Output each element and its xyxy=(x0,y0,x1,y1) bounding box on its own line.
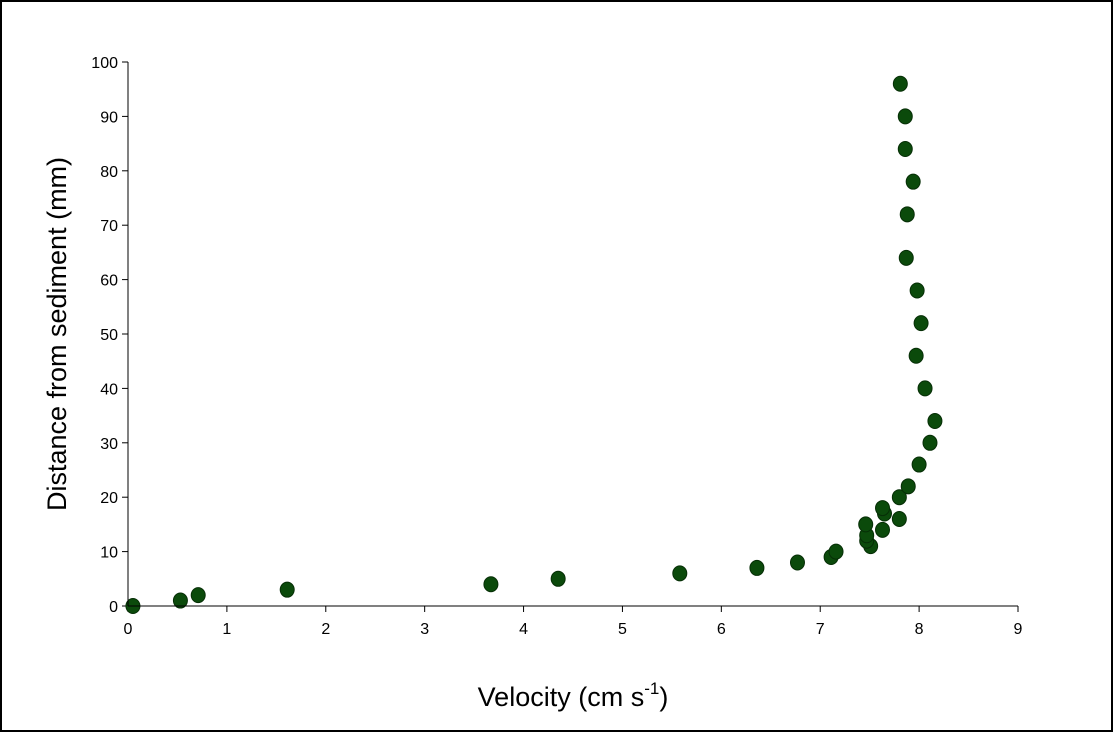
data-point xyxy=(922,434,938,451)
y-tick-label: 20 xyxy=(100,490,118,507)
data-point xyxy=(911,456,927,473)
data-point xyxy=(789,554,805,571)
data-point xyxy=(172,592,188,609)
x-axis-title-suffix: ) xyxy=(659,682,668,712)
y-tick-label: 40 xyxy=(100,381,118,398)
data-point xyxy=(897,141,913,158)
y-axis-title: Distance from sediment (mm) xyxy=(42,157,72,511)
x-tick-label: 5 xyxy=(618,621,627,638)
data-point xyxy=(917,380,933,397)
data-point xyxy=(891,510,907,527)
data-point xyxy=(927,413,943,430)
y-tick-label: 80 xyxy=(100,164,118,181)
x-tick-label: 0 xyxy=(124,621,133,638)
data-point xyxy=(672,565,688,582)
data-point xyxy=(913,315,929,332)
x-axis-title-main: Velocity (cm s xyxy=(478,682,645,712)
points-layer xyxy=(125,75,943,614)
data-point xyxy=(875,500,891,517)
data-point xyxy=(828,543,844,560)
data-point xyxy=(858,516,874,533)
data-point xyxy=(908,347,924,364)
y-tick-label: 30 xyxy=(100,436,118,453)
x-tick-label: 1 xyxy=(222,621,231,638)
y-tick-label: 90 xyxy=(100,109,118,126)
data-point xyxy=(899,206,915,223)
y-tick-label: 60 xyxy=(100,273,118,290)
x-tick-label: 4 xyxy=(519,621,528,638)
data-point xyxy=(891,489,907,506)
data-point xyxy=(900,478,916,495)
data-point xyxy=(897,108,913,125)
data-point xyxy=(875,521,891,538)
data-point xyxy=(279,581,295,598)
x-tick-label: 6 xyxy=(717,621,726,638)
data-point xyxy=(190,587,206,604)
y-tick-label: 10 xyxy=(100,545,118,562)
x-tick-label: 8 xyxy=(915,621,924,638)
x-tick-label: 2 xyxy=(321,621,330,638)
data-point xyxy=(909,282,925,299)
y-tick-label: 100 xyxy=(91,55,118,72)
x-tick-label: 7 xyxy=(816,621,825,638)
x-axis-title: Velocity (cm s-1) xyxy=(478,679,669,712)
data-point xyxy=(905,173,921,190)
x-tick-label: 9 xyxy=(1014,621,1023,638)
data-point xyxy=(550,570,566,587)
y-tick-label: 0 xyxy=(109,599,118,616)
data-point xyxy=(749,559,765,576)
x-tick-label: 3 xyxy=(420,621,429,638)
data-point xyxy=(483,576,499,593)
y-tick-label: 50 xyxy=(100,327,118,344)
data-point xyxy=(898,249,914,266)
data-point xyxy=(892,75,908,92)
x-axis-title-superscript: -1 xyxy=(644,679,659,698)
y-tick-label: 70 xyxy=(100,218,118,235)
